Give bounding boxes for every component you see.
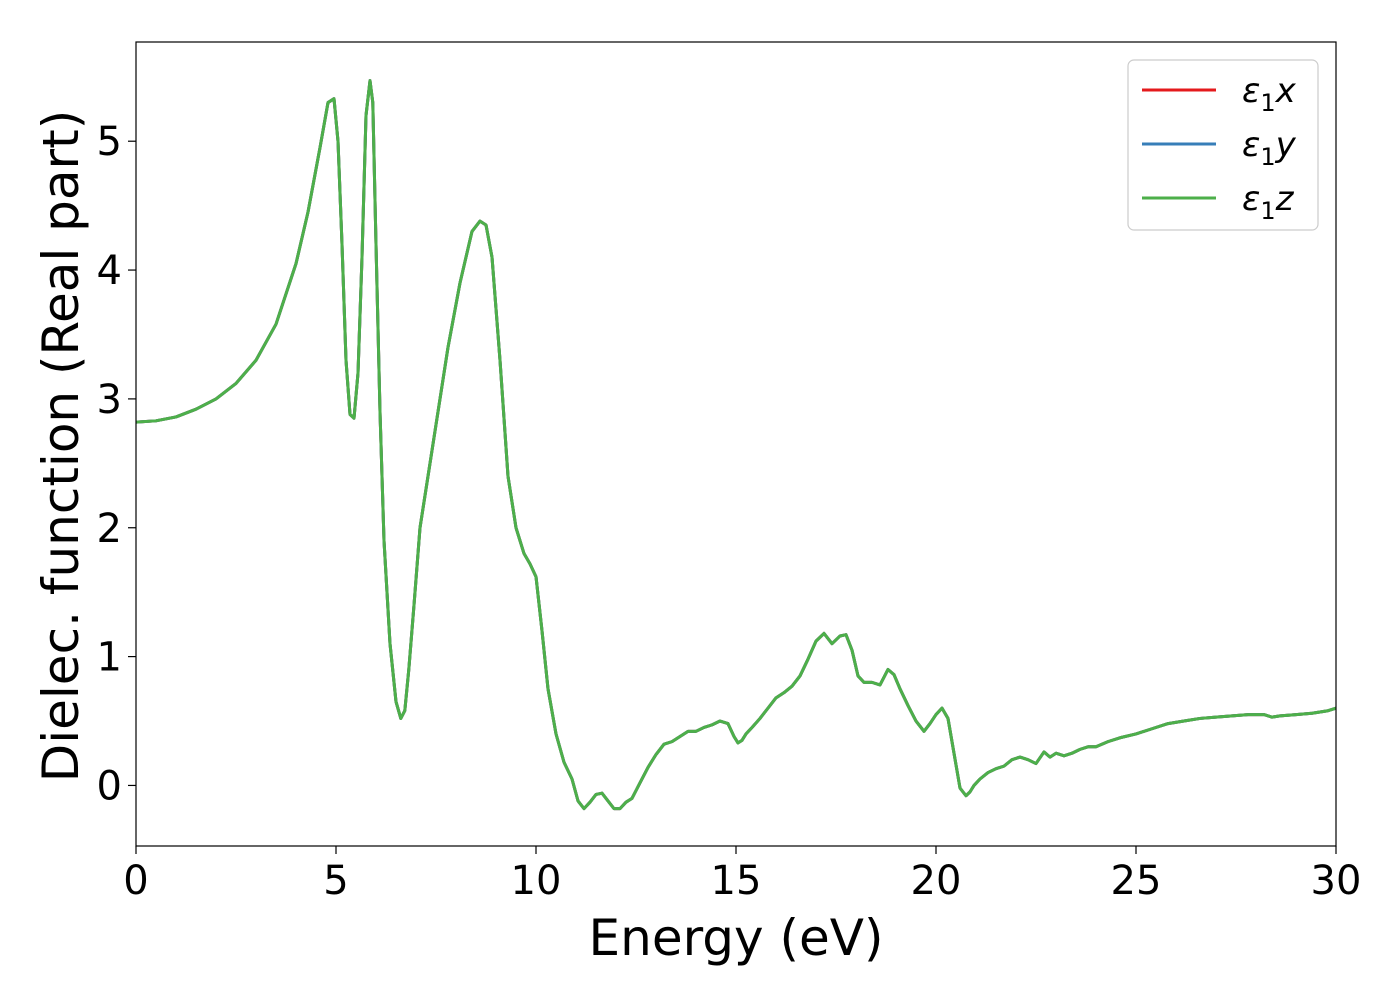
x-axis: 0 5 10 15 20 25 30 <box>123 846 1361 904</box>
y-tick-label: 1 <box>97 635 122 681</box>
legend-label-y: ε1y <box>1242 125 1297 171</box>
x-tick-label: 10 <box>511 858 562 904</box>
legend: ε1x ε1y ε1z <box>1127 59 1319 231</box>
x-tick-label: 15 <box>711 858 762 904</box>
legend-label-z: ε1z <box>1242 179 1295 225</box>
y-tick-label: 0 <box>97 763 122 809</box>
y-axis: 0 1 2 3 4 5 <box>97 119 136 809</box>
x-tick-label: 20 <box>911 858 962 904</box>
legend-box <box>1127 59 1319 231</box>
legend-label-x: ε1x <box>1242 71 1297 117</box>
y-tick-label: 3 <box>97 377 122 423</box>
y-tick-label: 2 <box>97 506 122 552</box>
series-line-z <box>136 79 1336 811</box>
x-tick-label: 5 <box>323 858 348 904</box>
x-tick-label: 0 <box>123 858 148 904</box>
series-layer <box>136 79 1336 811</box>
x-tick-label: 25 <box>1111 858 1162 904</box>
x-axis-label: Energy (eV) <box>589 909 884 967</box>
y-tick-label: 4 <box>97 248 122 294</box>
y-axis-label: Dielec. function (Real part) <box>32 110 90 782</box>
x-tick-label: 30 <box>1311 858 1362 904</box>
y-tick-label: 5 <box>97 119 122 165</box>
